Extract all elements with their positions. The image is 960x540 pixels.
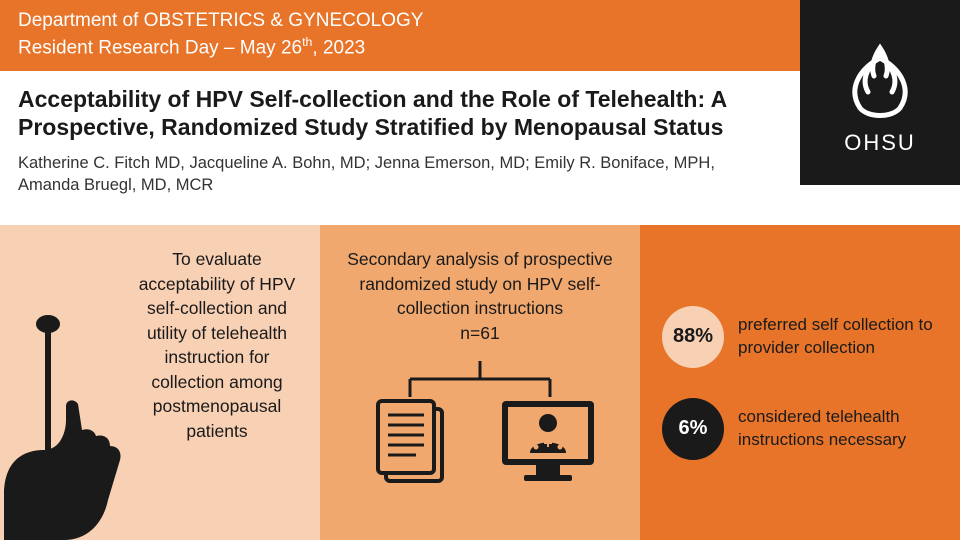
- stat-row-2: 6% considered telehealth instructions ne…: [662, 398, 938, 460]
- document-icon: [378, 401, 442, 481]
- info-panels: To evaluate acceptability of HPV self-co…: [0, 225, 960, 540]
- telehealth-monitor-icon: [502, 401, 594, 481]
- ohsu-logo-block: OHSU: [800, 0, 960, 185]
- header-line-1: Department of OBSTETRICS & GYNECOLOGY: [18, 8, 782, 34]
- stat-row-1: 88% preferred self collection to provide…: [662, 306, 938, 368]
- ordinal-suffix: th: [302, 35, 312, 49]
- header-bar: Department of OBSTETRICS & GYNECOLOGY Re…: [0, 0, 800, 71]
- author-list: Katherine C. Fitch MD, Jacqueline A. Boh…: [18, 152, 738, 197]
- ohsu-logo-text: OHSU: [844, 130, 916, 156]
- stat-value-1: 88%: [662, 306, 724, 368]
- study-title: Acceptability of HPV Self-collection and…: [18, 85, 780, 143]
- panel-objective: To evaluate acceptability of HPV self-co…: [0, 225, 320, 540]
- methods-text: Secondary analysis of prospective random…: [344, 247, 616, 345]
- panel-results: 88% preferred self collection to provide…: [640, 225, 960, 540]
- methods-diagram-icon: [350, 357, 610, 497]
- hand-swab-icon: [4, 310, 144, 540]
- stat-label-1: preferred self collection to provider co…: [738, 314, 938, 358]
- panel-methods: Secondary analysis of prospective random…: [320, 225, 640, 540]
- stat-value-2: 6%: [662, 398, 724, 460]
- sample-size: n=61: [460, 323, 499, 343]
- stat-label-2: considered telehealth instructions neces…: [738, 406, 938, 450]
- objective-text: To evaluate acceptability of HPV self-co…: [124, 247, 302, 443]
- header-line-2: Resident Research Day – May 26th, 2023: [18, 34, 782, 61]
- ohsu-flame-icon: [840, 30, 920, 120]
